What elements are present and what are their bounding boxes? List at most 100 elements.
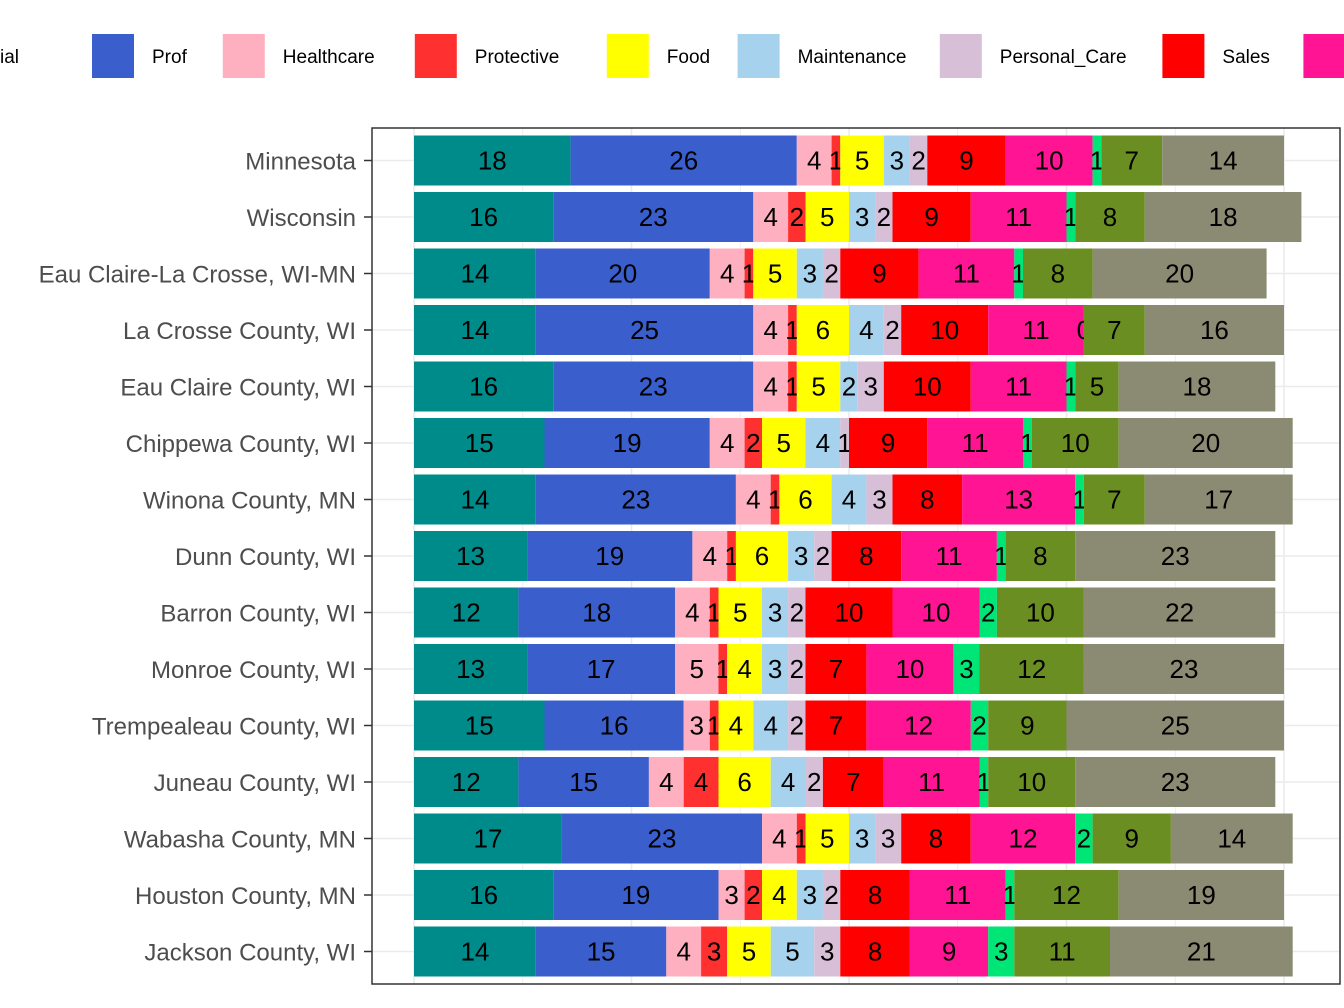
bar-value-label: 5 xyxy=(820,202,834,232)
bar-segment xyxy=(1101,135,1163,186)
bar-value-label: 6 xyxy=(798,485,812,515)
bar-value-label: 16 xyxy=(1200,315,1229,345)
bar-value-label: 1 xyxy=(742,259,756,289)
bar-segment xyxy=(883,135,910,186)
bar-segment xyxy=(979,644,1084,694)
bar-value-label: 2 xyxy=(972,711,986,741)
bar-value-label: 7 xyxy=(829,711,843,741)
y-tick-label: Dunn County, WI xyxy=(175,544,356,571)
bar-segment xyxy=(796,361,841,412)
bar-segment xyxy=(831,474,867,525)
bar-segment xyxy=(518,587,675,638)
bar-value-label: 26 xyxy=(669,146,698,176)
bar-value-label: 14 xyxy=(460,485,489,515)
bar-segment xyxy=(1083,644,1284,694)
bar-value-label: 3 xyxy=(890,146,904,176)
bar-segment xyxy=(918,248,1015,299)
bar-value-label: 4 xyxy=(746,485,760,515)
bar-segment xyxy=(414,418,545,468)
bar-segment xyxy=(892,474,963,525)
bar-value-label: 1 xyxy=(716,654,730,684)
bar-segment xyxy=(753,361,789,412)
bar-segment xyxy=(414,700,545,751)
bar-value-label: 6 xyxy=(737,767,751,797)
bar-value-label: 1 xyxy=(1064,372,1078,402)
bar-value-label: 13 xyxy=(1004,485,1033,515)
bar-segment xyxy=(414,135,571,186)
bar-value-label: 3 xyxy=(820,937,834,967)
bar-segment xyxy=(1118,870,1284,920)
bar-value-label: 4 xyxy=(816,428,830,458)
bar-segment xyxy=(988,305,1084,355)
bar-segment xyxy=(796,305,849,355)
bar-value-label: 14 xyxy=(460,315,489,345)
bar-value-label: 15 xyxy=(587,937,616,967)
bar-segment xyxy=(1066,700,1284,751)
bar-segment xyxy=(840,135,884,186)
bar-segment xyxy=(1031,418,1119,468)
bar-value-label: 8 xyxy=(1051,259,1065,289)
bar-value-label: 1 xyxy=(1011,259,1025,289)
bar-segment xyxy=(988,757,1076,807)
legend-key xyxy=(1162,34,1205,78)
bar-segment xyxy=(1118,361,1276,412)
bar-value-label: 13 xyxy=(456,654,485,684)
bar-segment xyxy=(849,418,928,468)
bar-value-label: 20 xyxy=(1165,259,1194,289)
y-tick-label: Monroe County, WI xyxy=(151,657,356,684)
bar-value-label: 14 xyxy=(1217,824,1246,854)
bar-segment xyxy=(857,361,884,412)
bar-value-label: 4 xyxy=(842,485,856,515)
bar-segment xyxy=(1162,135,1284,186)
bar-value-label: 6 xyxy=(755,541,769,571)
bar-segment xyxy=(805,644,867,694)
bar-segment xyxy=(1023,248,1093,299)
bar-segment xyxy=(414,813,562,864)
bar-segment xyxy=(796,813,806,864)
bar-segment xyxy=(762,644,789,694)
bar-value-label: 10 xyxy=(1017,767,1046,797)
bar-segment xyxy=(709,248,745,299)
bar-segment xyxy=(675,587,710,638)
bar-segment xyxy=(805,192,849,242)
bar-value-label: 10 xyxy=(1026,598,1055,628)
bar-value-label: 9 xyxy=(881,428,895,458)
bar-segment xyxy=(718,700,754,751)
bar-value-label: 22 xyxy=(1165,598,1194,628)
bar-value-label: 21 xyxy=(1187,937,1216,967)
bar-segment xyxy=(927,135,1006,186)
bar-segment xyxy=(1075,192,1145,242)
bar-value-label: 5 xyxy=(855,146,869,176)
bar-segment xyxy=(805,418,841,468)
bar-segment xyxy=(414,870,554,920)
bar-value-label: 12 xyxy=(1009,824,1038,854)
bar-value-label: 3 xyxy=(690,711,704,741)
bar-segment xyxy=(796,870,823,920)
bar-segment xyxy=(709,587,719,638)
bar-value-label: 11 xyxy=(1049,937,1076,967)
y-axis: Minnesota Wisconsin Eau Claire-La Crosse, … xyxy=(39,149,372,967)
bar-value-label: 4 xyxy=(737,654,751,684)
bar-value-label: 1 xyxy=(1003,880,1017,910)
bar-value-label: 1 xyxy=(829,146,843,176)
bar-segment xyxy=(553,870,719,920)
bar-segment xyxy=(735,474,771,525)
bar-segment xyxy=(970,192,1067,242)
bar-value-label: 19 xyxy=(613,428,642,458)
legend-label: Food xyxy=(667,47,710,68)
bar-value-label: 9 xyxy=(959,146,973,176)
bar-segment xyxy=(1014,870,1119,920)
bar-segment xyxy=(414,474,536,525)
bar-segment xyxy=(831,135,841,186)
bar-segment xyxy=(527,531,693,581)
bar-value-label: 4 xyxy=(703,541,717,571)
bar-value-label: 5 xyxy=(742,937,756,967)
bar-segment xyxy=(840,361,858,412)
bar-value-label: 4 xyxy=(772,824,786,854)
y-tick-label: La Crosse County, WI xyxy=(123,318,356,345)
bar-segment xyxy=(970,813,1076,864)
bar-segment xyxy=(753,192,789,242)
legend-key xyxy=(606,34,649,78)
y-tick-label: Barron County, WI xyxy=(160,601,356,628)
legend-key xyxy=(222,34,265,78)
